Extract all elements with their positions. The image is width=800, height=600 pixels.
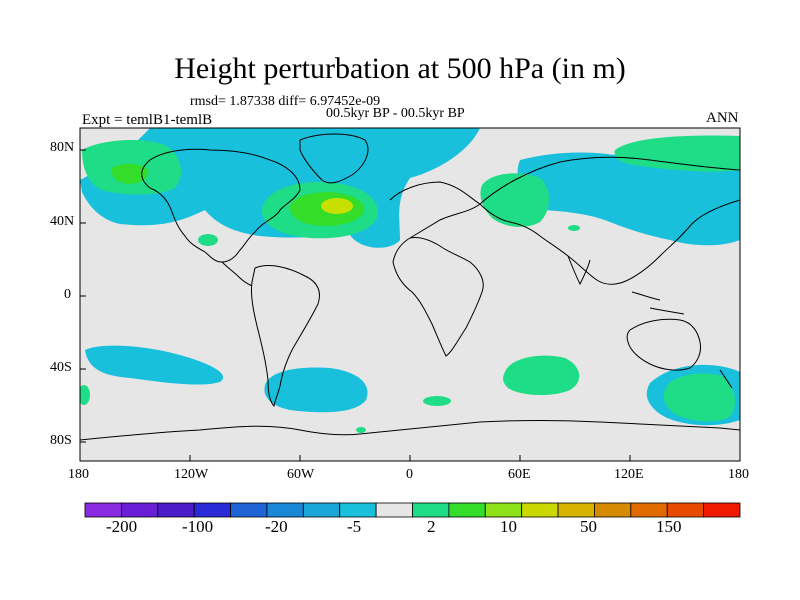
period-text: 00.5kyr BP - 00.5kyr BP (326, 106, 465, 121)
colorbar-label-1: -200 (106, 517, 138, 536)
colorbar-box (557, 502, 595, 518)
anomaly-green-west-pacific (80, 385, 90, 405)
colorbar-box (703, 502, 741, 518)
lon-tick-120w: 120W (174, 467, 209, 482)
colorbar-box (630, 502, 668, 518)
anomaly-green-mexico (198, 234, 218, 246)
colorbar (84, 502, 741, 518)
lon-tick-60w: 60W (287, 467, 315, 482)
colorbar-label-5: 2 (427, 517, 436, 536)
anomaly-blue-asia (517, 152, 740, 246)
anomaly-green-australia-south (663, 373, 736, 422)
colorbar-box (594, 502, 632, 518)
axis-ticks (79, 149, 741, 461)
lat-tick-80s: 80S (50, 433, 72, 448)
colorbar-label-7: 50 (580, 517, 597, 536)
colorbar-label-6: 10 (500, 517, 517, 536)
season-label: ANN (706, 110, 739, 126)
colorbar-box (84, 502, 122, 518)
anomaly-green-southern-indian (503, 355, 580, 396)
stats-text: rmsd= 1.87338 diff= 6.97452e-09 (190, 94, 381, 109)
colorbar-label-2: -100 (182, 517, 214, 536)
colorbar-box (193, 502, 231, 518)
lon-tick-0: 0 (406, 467, 413, 482)
colorbar-box (302, 502, 341, 518)
anomaly-yellow-core (321, 198, 353, 214)
colorbar-box (375, 502, 413, 518)
lat-tick-40s: 40S (50, 360, 72, 375)
lon-tick-180w: 180 (68, 467, 89, 482)
lon-tick-60e: 60E (508, 467, 531, 482)
colorbar-box (230, 502, 268, 518)
lon-tick-120e: 120E (614, 467, 644, 482)
colorbar-box (484, 502, 523, 518)
anomaly-lime-northpacific (111, 163, 149, 184)
coastlines (80, 133, 740, 441)
lat-tick-40n: 40N (50, 214, 75, 229)
colorbar-box (521, 502, 559, 518)
anomaly-blue-southatlantic (264, 367, 368, 413)
anomaly-fields (80, 128, 740, 441)
lon-tick-180e: 180 (728, 467, 749, 482)
anomaly-green-south-atlantic (423, 396, 451, 406)
anomaly-green-caspian (568, 225, 580, 231)
anomaly-blue-southpacific (85, 345, 224, 385)
anomaly-green-europe (480, 173, 549, 227)
colorbar-label-4: -5 (347, 517, 362, 536)
map-title: Height perturbation at 500 hPa (in m) (174, 52, 626, 85)
colorbar-box (448, 502, 486, 518)
anomaly-green-antarctic-tip (356, 427, 366, 433)
colorbar-box (666, 502, 705, 518)
colorbar-box (157, 502, 195, 518)
colorbar-box (120, 502, 159, 518)
colorbar-box (266, 502, 304, 518)
colorbar-box (339, 502, 377, 518)
colorbar-label-8: 150 (656, 517, 682, 536)
colorbar-box (412, 502, 450, 518)
lat-tick-80n: 80N (50, 140, 75, 155)
colorbar-label-3: -20 (265, 517, 288, 536)
experiment-text: Expt = temlB1-temlB (82, 112, 213, 128)
lat-tick-0: 0 (64, 287, 71, 302)
anomaly-green-arctic-east (614, 135, 740, 172)
anomaly-blue-arctic (80, 128, 480, 248)
